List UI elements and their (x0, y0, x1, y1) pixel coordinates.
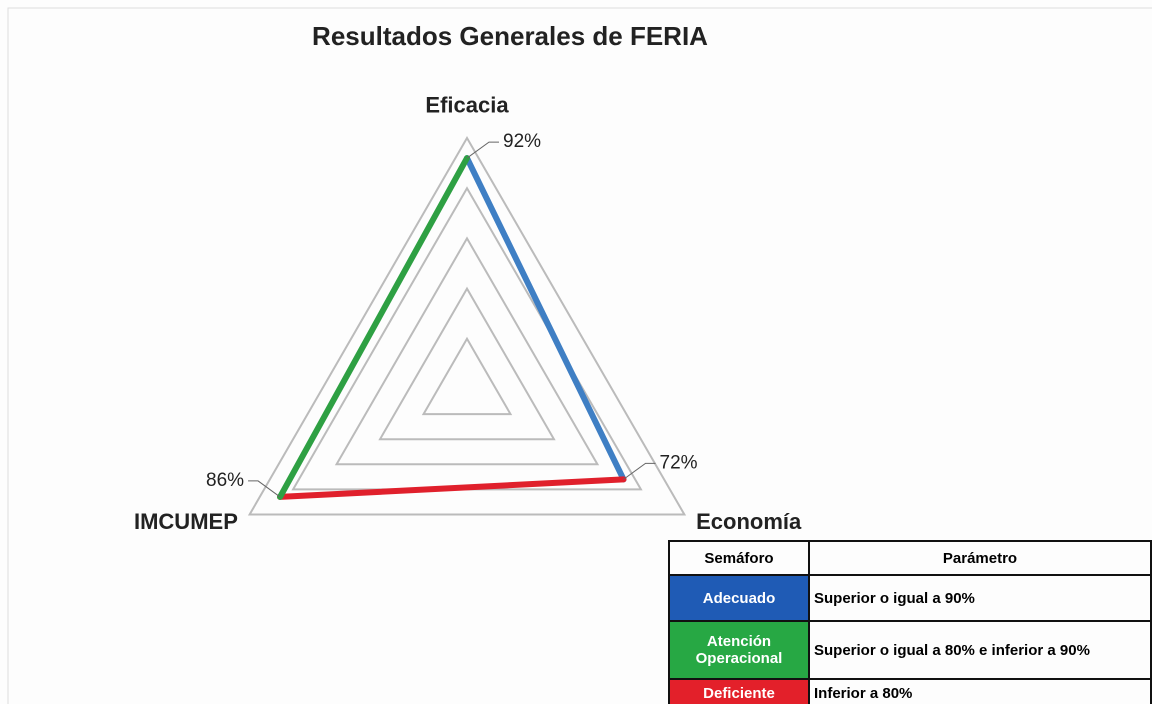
parameter-cell: Superior o igual a 90% (808, 574, 1152, 622)
axis-label: IMCUMEP (134, 509, 238, 534)
parameter-cell: Superior o igual a 80% e inferior a 90% (808, 620, 1152, 680)
chart-title: Resultados Generales de FERIA (312, 21, 708, 51)
grid-ring (247, 135, 687, 516)
table-header: Semáforo (668, 540, 810, 576)
radar-segment (277, 476, 627, 500)
frame (7, 7, 1152, 704)
table-row: Atención Operacional Superior o igual a 8… (668, 620, 1152, 680)
semaforo-cell: Adecuado (668, 574, 810, 622)
axis-label: Economía (696, 509, 802, 534)
legend-table: Semáforo Parámetro Adecuado Superior o ig… (668, 540, 1152, 704)
leader-line (466, 141, 499, 159)
data-label: 86% (206, 470, 244, 491)
grid-ring (421, 336, 513, 416)
radar-segment (464, 155, 627, 483)
semaforo-cell: Deficiente (668, 678, 810, 704)
axis-label: Eficacia (425, 93, 509, 118)
data-label: 92% (503, 131, 541, 152)
semaforo-cell: Atención Operacional (668, 620, 810, 680)
grid-ring (334, 236, 600, 466)
table-row: Adecuado Superior o igual a 90% (668, 574, 1152, 622)
parameter-cell: Inferior a 80% (808, 678, 1152, 704)
table-row: Deficiente Inferior a 80% (668, 678, 1152, 704)
leader-line (623, 462, 656, 480)
grid-ring (378, 286, 556, 441)
leader-line (248, 480, 281, 498)
radar-segment (277, 155, 470, 500)
data-label: 72% (660, 452, 698, 473)
table-header: Parámetro (808, 540, 1152, 576)
